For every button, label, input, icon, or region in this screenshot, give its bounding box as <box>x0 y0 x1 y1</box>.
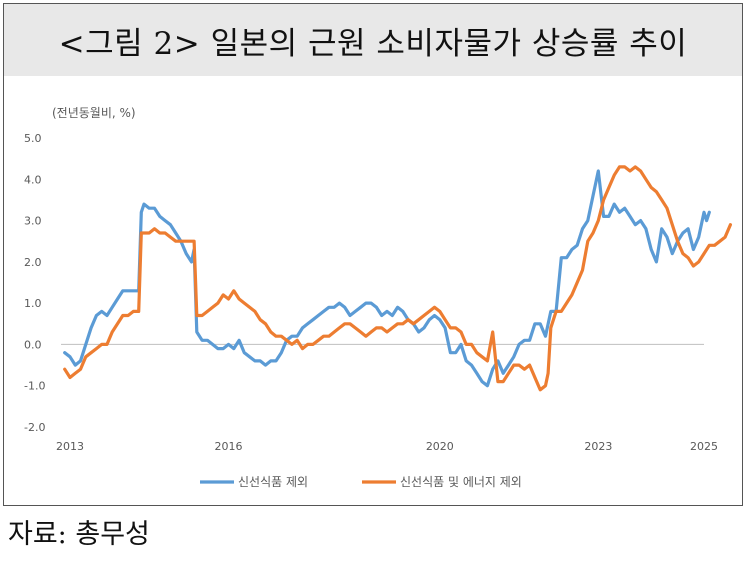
legend-label-2: 신선식품 및 에너지 제외 <box>400 475 522 489</box>
x-tick-label: 2013 <box>56 440 84 453</box>
x-tick-label: 2025 <box>690 440 718 453</box>
x-tick-label: 2023 <box>584 440 612 453</box>
y-tick-label: 1.0 <box>24 297 42 310</box>
source-note: 자료: 총무성 <box>8 519 150 550</box>
series-line-2 <box>63 165 732 392</box>
series-line-1 <box>63 169 711 388</box>
unit-label: (전년동월비, %) <box>52 106 136 120</box>
y-tick-label: -1.0 <box>24 380 45 393</box>
y-tick-label: 5.0 <box>24 132 42 145</box>
x-tick-label: 2020 <box>426 440 454 453</box>
y-tick-label: -2.0 <box>24 421 45 434</box>
y-tick-label: 4.0 <box>24 173 42 186</box>
x-tick-label: 2016 <box>214 440 242 453</box>
chart-frame: <그림 2> 일본의 근원 소비자물가 상승률 추이 (전년동월비, %) 5.… <box>3 3 743 506</box>
chart-title: <그림 2> 일본의 근원 소비자물가 상승률 추이 <box>58 25 688 62</box>
y-tick-label: 3.0 <box>24 215 42 228</box>
line-chart: 5.0 4.0 3.0 2.0 1.0 0.0 -1.0 -2.0 2013 2016 2020 20… <box>24 132 732 489</box>
title-bar: <그림 2> 일본의 근원 소비자물가 상승률 추이 <box>4 4 742 76</box>
legend-label-1: 신선식품 제외 <box>238 475 308 489</box>
y-tick-label: 0.0 <box>24 338 42 351</box>
y-tick-label: 2.0 <box>24 256 42 269</box>
